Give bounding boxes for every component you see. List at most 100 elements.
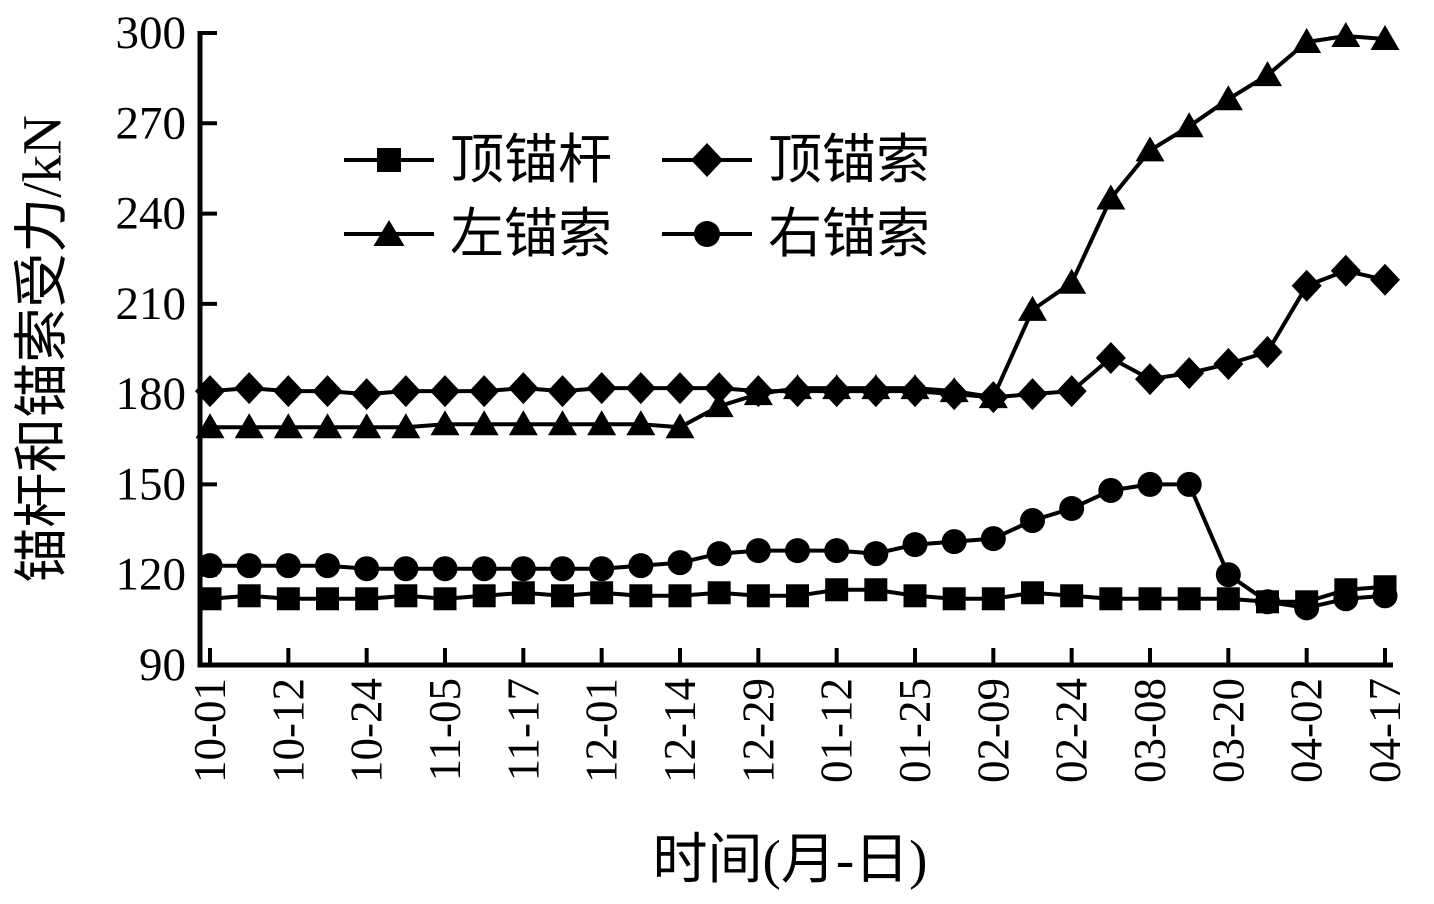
square-marker-icon (903, 584, 927, 608)
x-tick-label: 04-17 (1360, 678, 1410, 783)
circle-marker-icon (824, 538, 850, 564)
square-marker-icon (629, 584, 653, 608)
diamond-marker-icon (704, 372, 735, 405)
circle-marker-icon (1098, 477, 1124, 503)
triangle-marker-icon (1057, 268, 1087, 294)
y-tick-label: 300 (116, 7, 187, 59)
triangle-marker-icon (1292, 28, 1322, 54)
diamond-marker-icon (1017, 378, 1048, 411)
square-marker-icon (746, 584, 770, 608)
triangle-marker-icon (1018, 295, 1047, 321)
legend-item-left-cable: 左锚索 (344, 204, 612, 264)
square-marker-icon (237, 584, 261, 608)
diamond-marker-icon (691, 143, 723, 177)
circle-marker-icon (1372, 583, 1398, 609)
y-tick-label: 120 (116, 549, 187, 601)
triangle-marker-icon (469, 410, 499, 436)
x-tick-label: 03-08 (1125, 678, 1175, 783)
diamond-marker-icon (195, 375, 225, 408)
diamond-marker-icon (390, 375, 421, 408)
circle-marker-icon (275, 553, 301, 579)
circle-marker-icon (1137, 471, 1163, 497)
diamond-marker-icon (1370, 263, 1400, 296)
square-marker-icon (981, 587, 1005, 611)
diamond-marker-icon (665, 372, 695, 405)
triangle-marker-icon (1174, 112, 1204, 138)
square-marker-icon (942, 587, 966, 611)
circle-marker-icon (1215, 562, 1241, 588)
circle-marker-icon (941, 529, 967, 555)
y-tick-label: 270 (116, 97, 187, 149)
x-tick-label: 10-12 (263, 678, 313, 783)
triangle-marker-icon (1331, 22, 1361, 48)
diamond-marker-icon (586, 372, 617, 405)
square-marker-icon (590, 581, 614, 605)
square-marker-icon (1060, 584, 1084, 608)
circle-marker-icon (236, 553, 262, 579)
diamond-marker-icon (508, 372, 539, 405)
diamond-marker-icon (1330, 254, 1361, 287)
circle-marker-icon (432, 556, 458, 582)
x-tick-label: 11-05 (420, 678, 470, 781)
triangle-marker-icon (352, 413, 382, 439)
square-marker-icon (316, 587, 339, 611)
x-tick-label: 04-02 (1282, 678, 1332, 783)
x-tick-label: 12-14 (655, 678, 705, 783)
x-tick-label: 01-25 (890, 678, 940, 783)
triangle-marker-icon (626, 410, 656, 436)
x-tick-label: 02-09 (968, 678, 1018, 783)
triangle-marker-icon (704, 392, 734, 418)
circle-marker-icon (1176, 471, 1202, 497)
triangle-marker-icon (313, 413, 342, 439)
triangle-marker-icon (587, 410, 617, 436)
circle-marker-icon (550, 556, 575, 582)
diamond-marker-icon (1291, 269, 1322, 302)
diamond-marker-icon (1095, 342, 1126, 375)
square-marker-icon (551, 584, 574, 608)
circle-marker-icon (785, 538, 810, 564)
circle-marker-icon (354, 556, 380, 582)
circle-marker-icon (667, 550, 693, 576)
circle-marker-icon (197, 553, 223, 579)
x-tick-label: 01-12 (812, 678, 862, 783)
triangle-marker-icon (548, 410, 577, 436)
x-tick-label: 02-24 (1047, 678, 1097, 783)
legend-label-right-cable: 右锚索 (768, 204, 930, 264)
triangle-marker-icon (195, 413, 225, 439)
triangle-marker-icon (391, 413, 421, 439)
diamond-marker-icon (1056, 375, 1087, 408)
triangle-marker-icon (1253, 61, 1282, 87)
y-tick-label: 150 (116, 458, 187, 510)
diamond-marker-icon (1213, 348, 1244, 381)
diamond-marker-icon (469, 375, 500, 408)
x-tick-label: 12-29 (733, 678, 783, 783)
y-tick-label: 180 (116, 368, 187, 420)
triangle-marker-icon (430, 410, 460, 436)
square-marker-icon (198, 587, 222, 611)
square-marker-icon (1138, 587, 1162, 611)
triangle-marker-icon (234, 413, 264, 439)
square-marker-icon (786, 584, 809, 608)
diamond-marker-icon (547, 375, 578, 408)
diamond-marker-icon (430, 375, 460, 408)
circle-marker-icon (589, 556, 615, 582)
circle-marker-icon (1294, 595, 1320, 621)
circle-marker-icon (1333, 586, 1359, 612)
legend-item-right-cable: 右锚索 (662, 204, 930, 264)
triangle-marker-icon (1135, 136, 1165, 162)
triangle-marker-icon (665, 413, 695, 439)
circle-marker-icon (393, 556, 419, 582)
diamond-marker-icon (1135, 363, 1165, 396)
circle-marker-icon (980, 526, 1006, 552)
diamond-marker-icon (351, 378, 382, 411)
y-axis-title: 锚杆和锚索受力/kN (12, 115, 73, 583)
diamond-marker-icon (625, 372, 656, 405)
triangle-marker-icon (373, 220, 405, 246)
y-tick-label: 210 (116, 278, 187, 330)
square-marker-icon (1216, 587, 1240, 611)
circle-marker-icon (706, 541, 732, 567)
series-group (195, 22, 1400, 621)
legend-item-top-bolt: 顶锚杆 (344, 130, 612, 190)
diamond-marker-icon (1252, 336, 1283, 369)
circle-marker-icon (694, 221, 720, 247)
